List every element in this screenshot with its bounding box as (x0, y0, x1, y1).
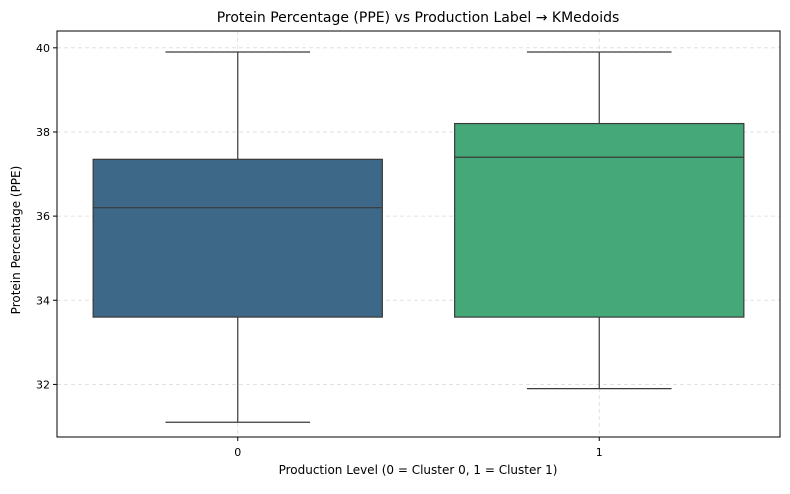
box-1 (454, 51, 745, 390)
x-tick-label: 1 (596, 446, 603, 459)
axes-frame (56, 30, 781, 438)
box-0 (92, 51, 383, 423)
x-tick-label: 0 (234, 446, 241, 459)
boxes (92, 51, 745, 423)
y-tick-label: 32 (36, 378, 50, 391)
y-tick-label: 38 (36, 126, 50, 139)
iqr-box (92, 158, 383, 318)
ticks: 32 34 36 38 40 0 1 (36, 42, 603, 459)
y-tick-label: 40 (36, 42, 50, 55)
y-tick-label: 34 (36, 294, 50, 307)
iqr-box (454, 122, 745, 318)
y-axis-label: Protein Percentage (PPE) (9, 166, 23, 315)
x-axis-label: Production Level (0 = Cluster 0, 1 = Clu… (279, 463, 558, 477)
chart-title: Protein Percentage (PPE) vs Production L… (217, 10, 620, 26)
y-tick-label: 36 (36, 210, 50, 223)
